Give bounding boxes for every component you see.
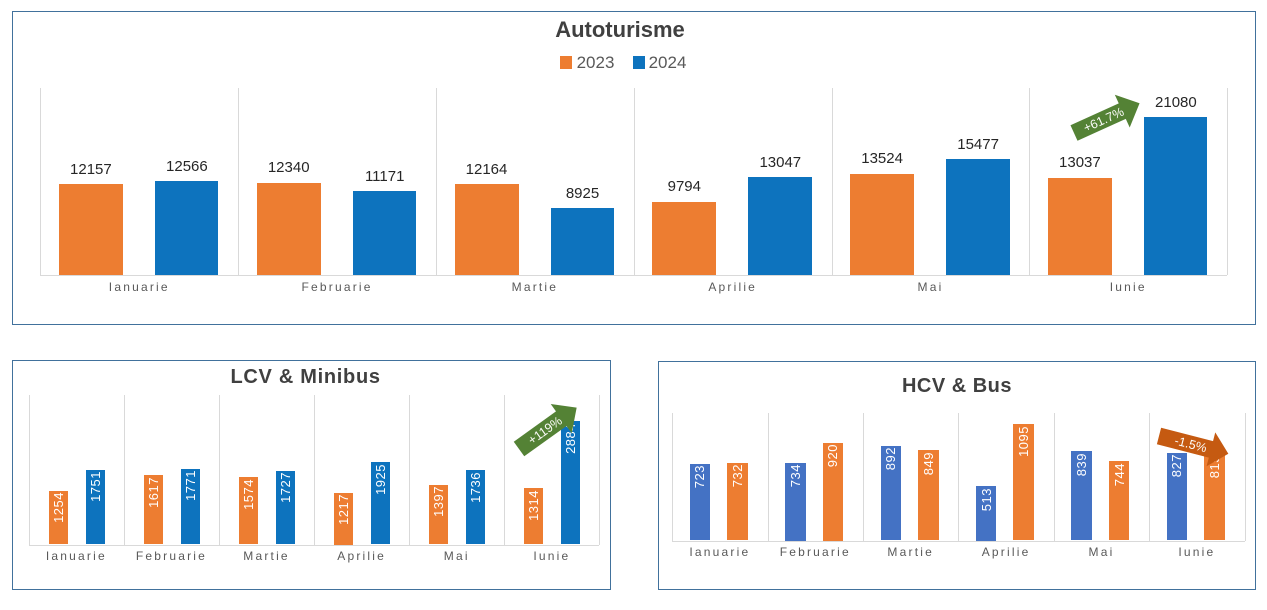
svg-text:+61.7%: +61.7% bbox=[1082, 105, 1127, 135]
